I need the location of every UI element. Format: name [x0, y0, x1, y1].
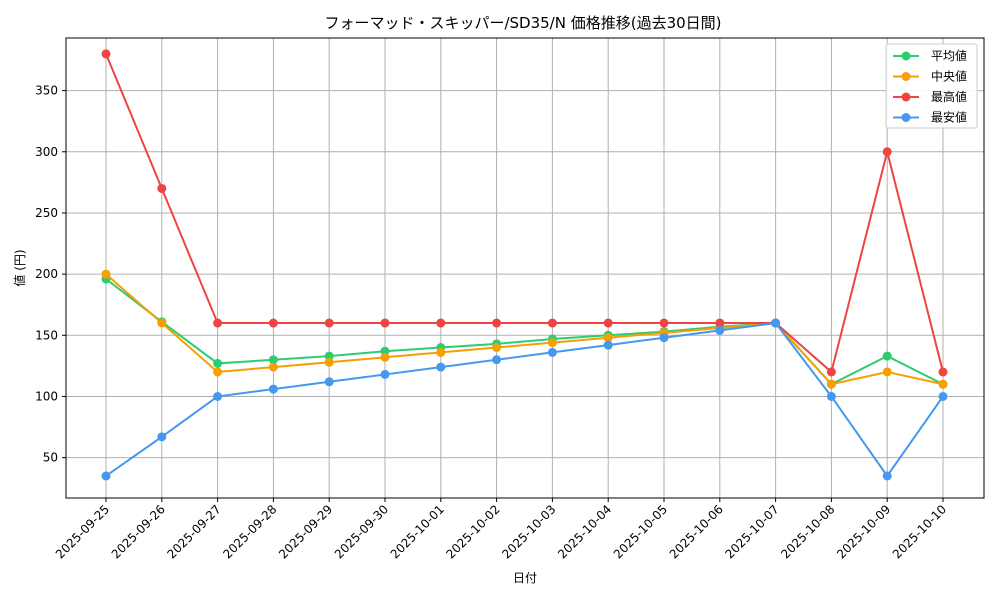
data-point	[380, 369, 390, 379]
legend-marker	[901, 113, 911, 122]
legend-marker	[901, 92, 911, 102]
data-point	[213, 391, 223, 401]
data-point	[436, 362, 446, 372]
legend-label: 最高値	[931, 89, 967, 104]
data-point	[547, 318, 557, 328]
series-line	[105, 273, 944, 386]
legend-marker	[901, 51, 911, 61]
data-point	[603, 318, 613, 328]
data-point	[324, 377, 334, 387]
legend-label: 平均値	[931, 48, 967, 63]
y-tick-label: 100	[35, 389, 58, 403]
data-point	[826, 367, 836, 377]
data-point	[826, 391, 836, 401]
data-point	[492, 355, 502, 365]
data-point	[213, 367, 223, 377]
data-point	[157, 432, 167, 442]
plot-area	[66, 38, 984, 498]
data-point	[938, 367, 948, 377]
gridlines	[66, 38, 984, 498]
data-point	[101, 269, 111, 279]
legend-box	[885, 43, 978, 129]
data-point	[492, 343, 502, 353]
series-4	[101, 318, 948, 481]
data-point	[268, 362, 278, 372]
data-point	[268, 384, 278, 394]
data-point	[826, 379, 836, 389]
data-point	[436, 347, 446, 357]
data-point	[436, 318, 446, 328]
data-point	[659, 318, 669, 328]
data-point	[492, 318, 502, 328]
y-tick-label: 250	[35, 206, 58, 220]
series-line	[105, 53, 944, 374]
data-point	[771, 318, 781, 328]
legend-label: 最安値	[931, 110, 967, 125]
data-point	[882, 351, 892, 361]
data-point	[882, 471, 892, 481]
y-tick-label: 200	[35, 267, 58, 281]
x-axis-label: 日付	[513, 571, 537, 585]
series-group	[101, 49, 948, 481]
data-point	[213, 358, 223, 368]
data-point	[324, 357, 334, 367]
data-point	[603, 340, 613, 350]
data-point	[268, 318, 278, 328]
data-point	[547, 347, 557, 357]
data-point	[715, 325, 725, 335]
data-point	[938, 391, 948, 401]
y-axis-label: 値 (円)	[12, 249, 27, 286]
data-point	[101, 471, 111, 481]
data-point	[268, 355, 278, 365]
data-point	[157, 183, 167, 193]
series-line	[105, 321, 944, 478]
data-point	[659, 333, 669, 343]
data-point	[157, 318, 167, 328]
legend-marker	[901, 72, 911, 81]
data-point	[603, 333, 613, 343]
y-tick-label: 350	[35, 84, 58, 98]
y-tick-label: 50	[43, 451, 58, 465]
plot-frame	[65, 37, 985, 499]
data-point	[547, 338, 557, 348]
data-point	[882, 367, 892, 377]
chart-title: フォーマッド・スキッパー/SD35/N 価格推移(過去30日間)	[324, 14, 721, 32]
data-point	[324, 318, 334, 328]
y-tick-label: 300	[35, 145, 58, 159]
data-point	[380, 318, 390, 328]
data-point	[101, 49, 111, 59]
legend-label: 中央値	[931, 69, 967, 84]
data-point	[715, 318, 725, 328]
data-point	[380, 352, 390, 362]
data-point	[213, 318, 223, 328]
data-point	[882, 147, 892, 157]
series-2	[101, 269, 948, 389]
y-tick-label: 150	[35, 328, 58, 342]
data-point	[938, 379, 948, 389]
